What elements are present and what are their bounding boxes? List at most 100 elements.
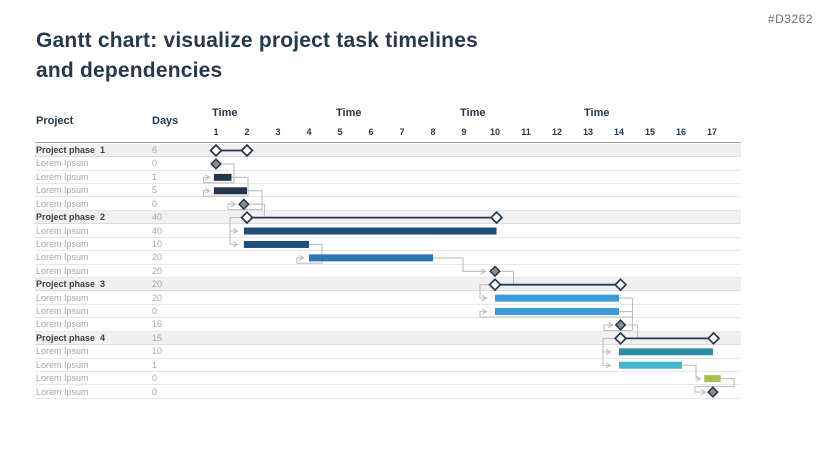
time-axis-label: Time bbox=[584, 107, 610, 119]
summary-end-diamond[interactable] bbox=[706, 331, 721, 345]
time-axis-label: Time bbox=[460, 107, 486, 119]
milestone-diamond[interactable] bbox=[707, 386, 719, 398]
task-days-value: 0 bbox=[152, 198, 158, 209]
gantt-task-bar[interactable] bbox=[243, 240, 309, 248]
dependency-connector bbox=[202, 176, 249, 197]
time-tick: 13 bbox=[582, 127, 593, 137]
gantt-task-bar[interactable] bbox=[309, 254, 433, 262]
milestone-diamond[interactable] bbox=[238, 198, 250, 210]
task-days-value: 0 bbox=[152, 306, 158, 317]
summary-start-diamond[interactable] bbox=[240, 211, 254, 225]
dependency-connector bbox=[296, 243, 323, 264]
summary-end-diamond[interactable] bbox=[613, 278, 628, 292]
header-underline bbox=[35, 142, 741, 143]
task-label: Lorem Ipsum bbox=[36, 306, 89, 317]
time-axis-label: Time bbox=[212, 107, 238, 119]
time-tick: 7 bbox=[399, 127, 405, 137]
task-days-value: 15 bbox=[152, 332, 163, 343]
gantt-task-bar[interactable] bbox=[619, 361, 682, 369]
task-days-value: 20 bbox=[152, 265, 163, 276]
task-label: Lorem Ipsum bbox=[36, 171, 89, 182]
task-label: Lorem Ipsum bbox=[36, 185, 89, 196]
dependency-connector bbox=[682, 364, 700, 378]
task-days-value: 20 bbox=[152, 279, 163, 290]
dependency-connector bbox=[229, 217, 242, 245]
gantt-task-bar[interactable] bbox=[243, 227, 497, 235]
gantt-task-bar[interactable] bbox=[495, 294, 619, 302]
task-days-value: 0 bbox=[152, 373, 158, 384]
dependency-connector bbox=[479, 297, 634, 318]
dependency-connector bbox=[602, 337, 615, 366]
task-label: Lorem Ipsum bbox=[36, 238, 89, 249]
task-label: Lorem Ipsum bbox=[36, 252, 89, 263]
task-label: Lorem Ipsum bbox=[36, 158, 89, 169]
task-days-value: 0 bbox=[152, 158, 158, 169]
milestone-diamond[interactable] bbox=[489, 265, 501, 278]
task-label: Lorem Ipsum bbox=[36, 198, 89, 209]
task-label: Project phase 2 bbox=[36, 212, 106, 223]
task-row: Lorem Ipsum 5 bbox=[35, 184, 741, 198]
time-tick: 3 bbox=[275, 127, 281, 137]
task-days-value: 1 bbox=[152, 359, 158, 370]
task-days-value: 10 bbox=[152, 238, 163, 249]
gantt-task-bar[interactable] bbox=[704, 375, 721, 383]
time-tick: 14 bbox=[613, 127, 624, 137]
time-tick: 6 bbox=[368, 127, 374, 137]
task-row: Lorem Ipsum 10 bbox=[35, 345, 741, 359]
task-days-value: 16 bbox=[152, 319, 163, 330]
summary-start-diamond[interactable] bbox=[613, 331, 628, 345]
task-days-value: 0 bbox=[152, 386, 158, 397]
task-row: Lorem Ipsum 1 bbox=[35, 359, 741, 372]
task-row: Lorem Ipsum 40 bbox=[35, 224, 741, 238]
task-label: Lorem Ipsum bbox=[36, 386, 89, 397]
time-tick: 4 bbox=[306, 127, 312, 137]
time-tick: 1 bbox=[213, 127, 219, 137]
task-row: Lorem Ipsum 0 bbox=[35, 197, 741, 211]
summary-end-diamond[interactable] bbox=[240, 143, 254, 158]
milestone-diamond[interactable] bbox=[614, 319, 627, 331]
dependency-connector bbox=[626, 324, 639, 338]
time-tick: 12 bbox=[551, 127, 562, 137]
task-days-value: 40 bbox=[152, 225, 163, 236]
time-tick: 9 bbox=[461, 127, 467, 137]
dependency-connector bbox=[227, 190, 263, 211]
milestone-diamond[interactable] bbox=[210, 158, 222, 170]
task-days-value: 6 bbox=[152, 145, 158, 155]
task-label: Lorem Ipsum bbox=[36, 292, 89, 303]
dependency-connector bbox=[433, 257, 485, 271]
column-header-days: Days bbox=[152, 115, 179, 127]
gantt-task-bar[interactable] bbox=[213, 173, 232, 181]
time-tick: 11 bbox=[521, 127, 531, 137]
time-tick: 2 bbox=[244, 127, 250, 137]
task-label: Lorem Ipsum bbox=[36, 359, 89, 370]
task-row: Lorem Ipsum 0 bbox=[35, 157, 741, 171]
task-days-value: 20 bbox=[152, 292, 163, 303]
gantt-task-bar[interactable] bbox=[495, 308, 619, 316]
gantt-task-bar[interactable] bbox=[619, 348, 713, 356]
task-row: Lorem Ipsum 16 bbox=[35, 318, 741, 332]
slide-title: Gantt chart: visualize project task time… bbox=[36, 29, 478, 82]
summary-end-diamond[interactable] bbox=[489, 211, 504, 225]
phase-row: Project phase 3 20 bbox=[35, 278, 741, 292]
task-label: Lorem Ipsum bbox=[36, 373, 89, 384]
task-label: Lorem Ipsum bbox=[36, 265, 89, 276]
task-days-value: 5 bbox=[152, 185, 158, 196]
time-tick: 17 bbox=[706, 127, 717, 137]
summary-start-diamond[interactable] bbox=[488, 278, 502, 292]
dependency-connector bbox=[694, 378, 735, 392]
task-row: Lorem Ipsum 1 bbox=[35, 171, 741, 185]
gantt-task-bar[interactable] bbox=[213, 187, 247, 195]
task-label: Project phase 3 bbox=[36, 279, 106, 290]
task-label: Lorem Ipsum bbox=[36, 225, 89, 236]
summary-start-diamond[interactable] bbox=[209, 143, 223, 158]
time-axis-label: Time bbox=[336, 107, 362, 119]
time-tick: 10 bbox=[489, 127, 500, 137]
task-row: Lorem Ipsum 0 bbox=[35, 305, 741, 319]
time-tick: 8 bbox=[430, 127, 436, 137]
dependency-connector bbox=[202, 163, 235, 184]
task-label: Lorem Ipsum bbox=[36, 346, 89, 357]
task-days-value: 40 bbox=[152, 212, 163, 223]
task-days-value: 10 bbox=[152, 346, 163, 357]
task-label: Project phase 1 bbox=[36, 145, 106, 155]
